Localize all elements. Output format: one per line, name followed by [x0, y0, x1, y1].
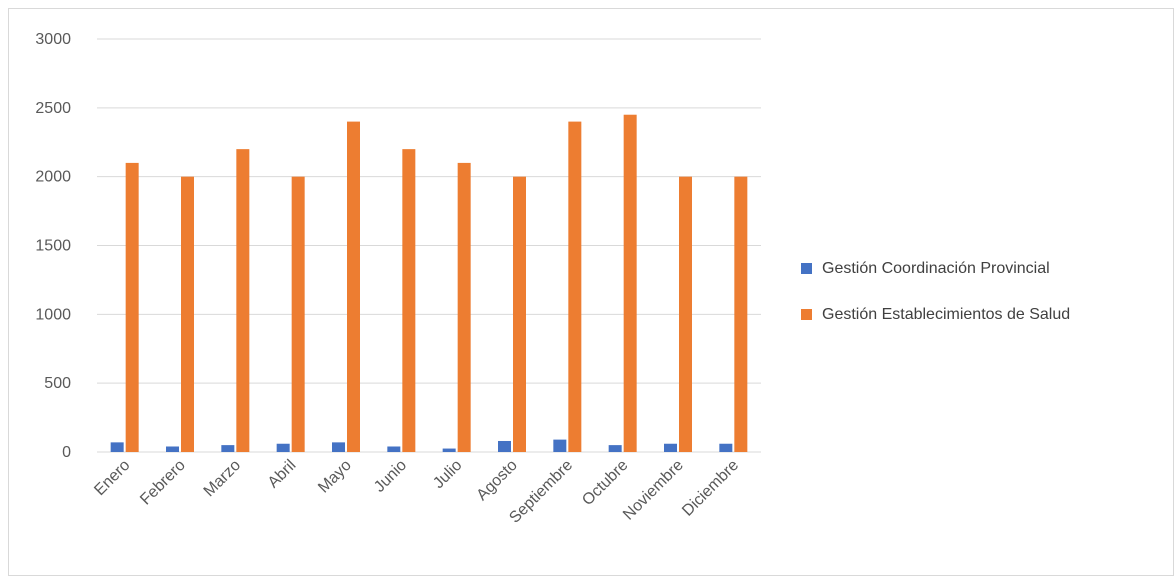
- bar-establecimientos-abril: [291, 176, 305, 452]
- bar-chart: 0 500 1000 1500 2000 2500 3000 Enero Febrero Mar…: [35, 31, 1070, 527]
- bar-establecimientos-febrero: [181, 176, 194, 452]
- bar-coordinacion-enero: [110, 442, 124, 452]
- legend-label: Gestión Establecimientos de Salud: [822, 306, 1070, 323]
- legend-swatch: [801, 309, 812, 320]
- y-tick-label: 2000: [35, 169, 71, 186]
- x-tick-label: Octubre: [579, 457, 631, 509]
- x-tick-label: Junio: [371, 457, 410, 496]
- y-axis-ticks: 0 500 1000 1500 2000 2500 3000: [35, 31, 71, 461]
- x-tick-label: Mayo: [315, 457, 355, 497]
- bar-establecimientos-julio: [457, 162, 471, 452]
- legend-entry: Gestión Coordinación Provincial: [801, 260, 1050, 277]
- bar-coordinacion-septiembre: [553, 439, 567, 452]
- bar-establecimientos-marzo: [236, 149, 250, 452]
- bar-establecimientos-noviembre: [679, 176, 692, 452]
- y-tick-label: 500: [44, 375, 71, 392]
- legend-swatch: [801, 263, 812, 274]
- bar-establecimientos-septiembre: [568, 121, 582, 452]
- bars: [110, 114, 748, 452]
- bar-coordinacion-diciembre: [719, 443, 733, 452]
- x-axis-ticks: Enero Febrero Marzo Abril Mayo Junio Julio Agos…: [91, 457, 742, 527]
- bar-coordinacion-marzo: [221, 445, 235, 452]
- y-tick-label: 1500: [35, 238, 71, 255]
- bar-establecimientos-octubre: [623, 114, 637, 452]
- x-tick-label: Enero: [91, 457, 133, 499]
- bar-coordinacion-abril: [276, 443, 290, 452]
- bar-establecimientos-mayo: [347, 121, 360, 452]
- bar-coordinacion-octubre: [608, 445, 622, 452]
- x-tick-label: Marzo: [201, 457, 245, 501]
- bar-coordinacion-noviembre: [664, 443, 677, 452]
- bar-coordinacion-mayo: [332, 442, 345, 452]
- y-tick-label: 1000: [35, 306, 71, 323]
- bar-establecimientos-junio: [402, 149, 416, 452]
- bar-coordinacion-junio: [387, 446, 401, 452]
- bar-coordinacion-agosto: [498, 440, 511, 452]
- gridlines: [97, 38, 761, 453]
- y-tick-label: 2500: [35, 100, 71, 117]
- legend-entry: Gestión Establecimientos de Salud: [801, 306, 1070, 323]
- chart-frame: 0 500 1000 1500 2000 2500 3000 Enero Febrero Mar…: [8, 8, 1174, 576]
- bar-establecimientos-agosto: [513, 176, 526, 452]
- x-tick-label: Diciembre: [679, 457, 742, 520]
- y-tick-label: 0: [62, 444, 71, 461]
- x-tick-label: Abril: [265, 457, 300, 492]
- bar-establecimientos-diciembre: [734, 176, 748, 452]
- legend-label: Gestión Coordinación Provincial: [822, 260, 1050, 277]
- x-tick-label: Noviembre: [620, 457, 687, 524]
- y-tick-label: 3000: [35, 31, 71, 48]
- x-tick-label: Agosto: [474, 457, 521, 504]
- x-tick-label: Febrero: [137, 457, 189, 509]
- x-tick-label: Julio: [430, 457, 465, 492]
- bar-coordinacion-febrero: [166, 446, 179, 452]
- bar-coordinacion-julio: [442, 448, 456, 452]
- bar-establecimientos-enero: [125, 162, 139, 452]
- legend: Gestión Coordinación Provincial Gestión E…: [801, 260, 1070, 323]
